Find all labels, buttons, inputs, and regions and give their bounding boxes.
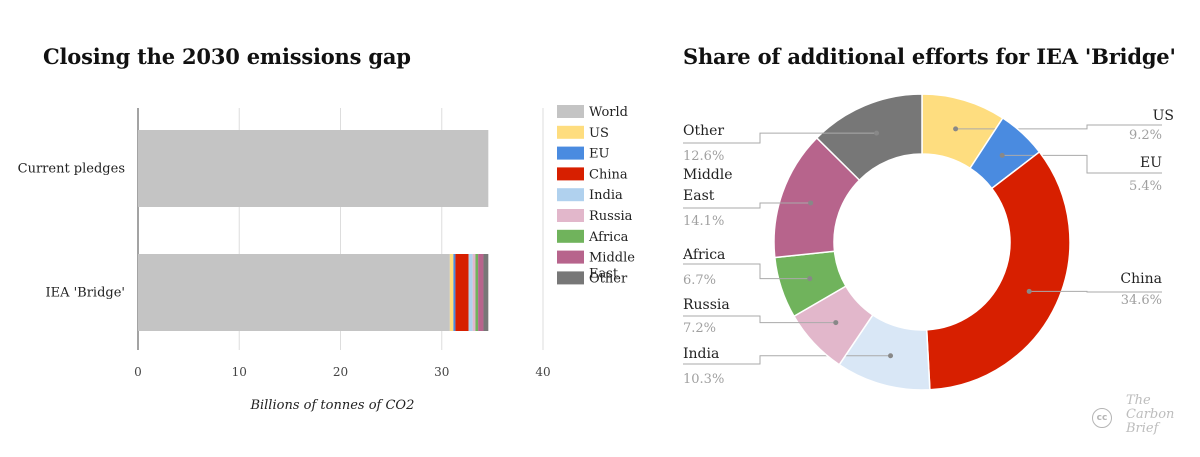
x-tick-label: 10 — [232, 365, 247, 379]
slice-label: India — [683, 346, 719, 362]
x-tick-label: 20 — [333, 365, 348, 379]
leader-dot — [888, 353, 894, 359]
slice-percent-label: 10.3% — [683, 372, 724, 387]
legend-swatch — [557, 146, 584, 160]
legend-label: Middle East — [589, 251, 635, 282]
x-tick-label: 30 — [434, 365, 449, 379]
creative-commons-icon: cc — [1092, 408, 1112, 428]
category-label: Current pledges — [18, 162, 125, 177]
carbon-brief-logo: cc The Carbon Brief — [1090, 394, 1190, 440]
leader-dot — [953, 126, 959, 132]
logo-line-3: Brief — [1126, 421, 1159, 436]
donut-slice — [815, 93, 923, 182]
slice-label: Africa — [682, 247, 725, 263]
legend-label: World — [589, 105, 628, 120]
legend-label: India — [589, 188, 623, 203]
legend-swatch — [557, 125, 584, 139]
bar-segment — [453, 254, 456, 331]
x-tick-label: 40 — [535, 365, 550, 379]
category-label: IEA 'Bridge' — [45, 286, 125, 301]
slice-percent-label: 6.7% — [683, 273, 716, 288]
legend-swatch — [557, 229, 584, 243]
legend-label-line: East — [589, 267, 619, 282]
leader-dot — [807, 276, 813, 282]
x-axis-label: Billions of tonnes of CO2 — [249, 398, 414, 413]
logo-line-1: The — [1126, 393, 1151, 408]
slice-label: Middle East — [683, 167, 733, 204]
leader-line — [683, 202, 811, 209]
leader-dot — [808, 200, 814, 206]
legend-swatch — [557, 250, 584, 264]
leader-dot — [999, 152, 1005, 158]
bar-segment — [138, 254, 450, 331]
donut-slice — [925, 150, 1071, 391]
leader-line — [955, 124, 1162, 130]
legend-label: China — [589, 167, 628, 182]
leader-line — [1002, 154, 1162, 174]
slice-label: Other — [683, 123, 724, 139]
slice-percent-label: 34.6% — [1121, 293, 1162, 308]
bar-segment — [475, 254, 479, 331]
leader-line — [1029, 290, 1162, 293]
legend-swatch — [557, 209, 584, 222]
legend-label: US — [589, 126, 609, 141]
donut-chart-title: Share of additional efforts for IEA 'Bri… — [683, 44, 1176, 69]
slice-percent-label: 12.6% — [683, 149, 724, 164]
slice-label: EU — [1140, 155, 1162, 171]
legend-swatch — [557, 105, 584, 118]
slice-label-line: East — [683, 188, 715, 204]
legend-swatch — [557, 271, 584, 285]
leader-line — [683, 315, 836, 324]
bar-chart-title: Closing the 2030 emissions gap — [43, 44, 411, 69]
leader-dot — [1026, 288, 1032, 294]
bar-segment — [138, 130, 489, 207]
bar-segment — [478, 254, 484, 331]
legend-label: EU — [589, 147, 609, 162]
bar-segment — [449, 254, 454, 331]
x-tick-label: 0 — [134, 365, 142, 379]
leader-dot — [874, 130, 880, 136]
leader-line — [683, 263, 810, 280]
slice-label: China — [1120, 271, 1162, 287]
slice-percent-label: 5.4% — [1129, 179, 1162, 194]
leader-line — [683, 355, 891, 365]
leader-line — [683, 132, 877, 144]
bar-segment — [455, 254, 469, 331]
slice-label: US — [1153, 108, 1174, 124]
slice-label: Russia — [683, 297, 730, 313]
legend-swatch — [557, 188, 584, 202]
logo-line-2: Carbon — [1126, 407, 1175, 422]
slice-percent-label: 14.1% — [683, 214, 724, 229]
legend-label: Russia — [589, 209, 633, 224]
legend-label: Other — [589, 271, 628, 286]
leader-dot — [833, 320, 839, 326]
bar-segment — [468, 254, 473, 331]
legend-swatch — [557, 167, 584, 181]
slice-percent-label: 9.2% — [1129, 128, 1162, 143]
legend-label-line: Middle — [589, 251, 635, 266]
legend-label: Africa — [588, 230, 629, 245]
slice-label-line: Middle — [683, 167, 733, 183]
slice-percent-label: 7.2% — [683, 321, 716, 336]
bar-segment — [483, 254, 489, 331]
bar-segment — [472, 254, 476, 331]
